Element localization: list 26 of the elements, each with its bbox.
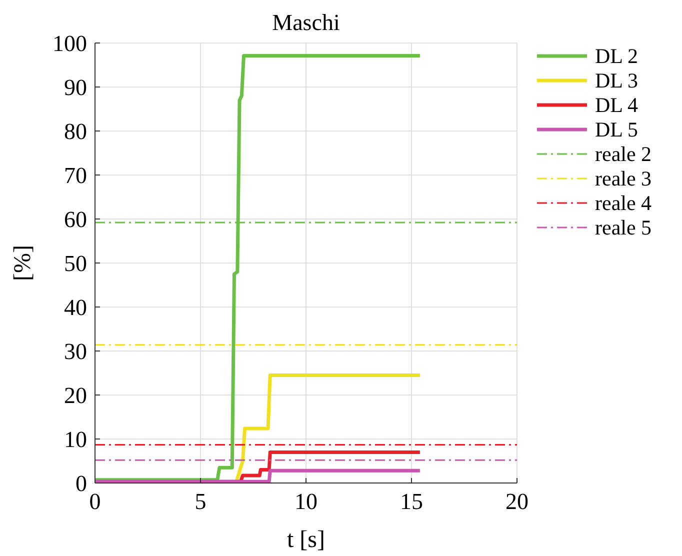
y-tick-label: 20 (64, 383, 87, 408)
y-tick-label: 40 (64, 295, 87, 320)
x-tick-label: 20 (506, 489, 528, 514)
y-axis-title: [%] (10, 245, 36, 281)
legend-label: DL 5 (595, 118, 638, 142)
y-tick-label: 90 (64, 75, 87, 100)
legend-label: DL 3 (595, 68, 638, 92)
y-tick-label: 70 (64, 163, 87, 188)
y-tick-label: 0 (76, 471, 87, 496)
chart-title: Maschi (272, 10, 340, 35)
legend-label: DL 4 (595, 93, 638, 117)
legend-label: reale 5 (595, 216, 652, 240)
y-tick-label: 30 (64, 339, 87, 364)
x-tick-label: 10 (294, 489, 318, 514)
y-tick-label: 100 (52, 31, 87, 56)
x-tick-label: 5 (194, 489, 206, 514)
x-tick-label: 15 (400, 489, 423, 514)
y-tick-label: 80 (64, 119, 87, 144)
legend-label: DL 2 (595, 44, 638, 68)
x-axis-title: t [s] (287, 527, 325, 553)
legend-label: reale 3 (595, 166, 652, 190)
y-tick-label: 50 (64, 251, 87, 276)
legend-label: reale 4 (595, 191, 652, 215)
y-tick-label: 60 (64, 207, 87, 232)
legend-label: reale 2 (595, 142, 652, 166)
y-tick-label: 10 (64, 427, 87, 452)
